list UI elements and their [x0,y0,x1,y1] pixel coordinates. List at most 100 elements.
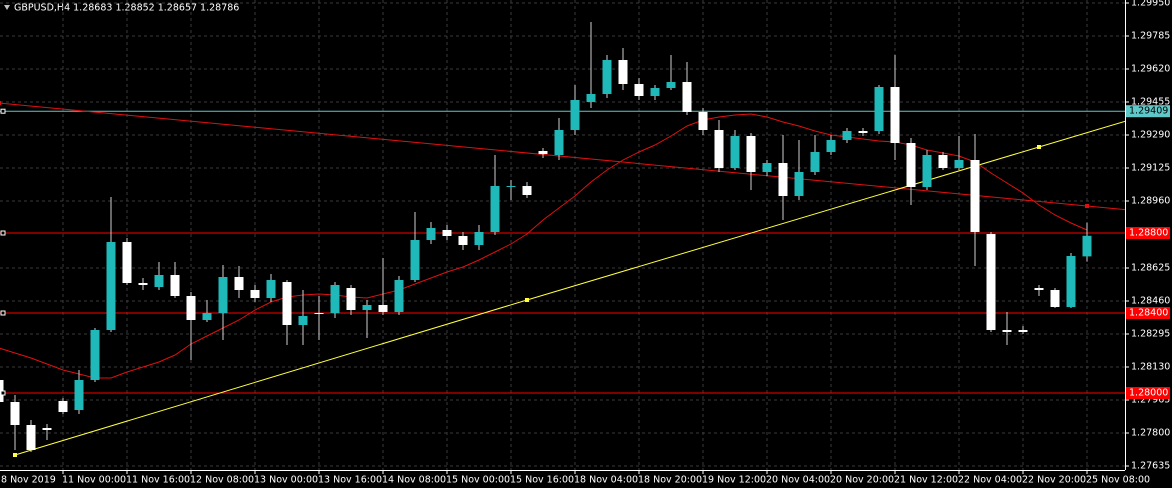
y-tick-label: 1.29455 [1131,97,1170,108]
x-tick-label: 15 Nov 16:00 [510,475,574,486]
y-tick-label: 1.28625 [1131,263,1170,274]
candle-body [394,280,404,312]
price-line-handle [0,390,6,396]
candle-body [186,296,196,320]
candle-body [810,152,820,172]
x-tick-label: 18 Nov 04:00 [574,475,638,486]
x-tick-label: 12 Nov 08:00 [190,475,254,486]
price-label: 1.28800 [1129,228,1168,239]
x-tick-label: 13 Nov 00:00 [254,475,318,486]
candle-body [634,84,644,96]
candle-body [570,100,580,130]
x-tick-label: 20 Nov 04:00 [766,475,830,486]
candle-body [410,240,420,280]
y-tick-label: 1.29290 [1131,130,1170,141]
y-tick-label: 1.28130 [1131,362,1170,373]
candle-body [378,305,388,312]
candle-body [266,280,276,298]
candle-body [170,275,180,296]
candle-body [154,275,164,287]
candle-body [714,130,724,168]
candle-body [698,112,708,130]
candle-body [1034,288,1044,290]
price-label-box [1126,307,1170,319]
candle-body [202,313,212,320]
candle-body [970,160,980,232]
x-tick-label: 14 Nov 08:00 [382,475,446,486]
candle-body [90,330,100,380]
trendline-anchor [0,101,1,105]
price-label-box [1126,105,1170,118]
candle-body [666,82,676,88]
price-line-handle [0,230,6,236]
candle-body [250,290,260,298]
x-tick-label: 21 Nov 12:00 [894,475,958,486]
candle-body [490,186,500,232]
y-tick-label: 1.29950 [1131,0,1170,9]
trendline-extension [1038,120,1125,148]
candle-body [346,288,356,310]
candle-body [474,232,484,245]
candle-body [1066,256,1076,307]
price-line-handle [0,108,6,114]
x-tick-label: 11 Nov 00:00 [62,475,126,486]
y-tick-label: 1.28295 [1131,329,1170,340]
candle-body [794,172,804,196]
candle-body [890,87,900,143]
candle-body [554,130,564,155]
candle-body [682,82,692,112]
candle-body [10,402,20,425]
candle-body [986,234,996,330]
candle-body [874,87,884,131]
candle-body [458,236,468,245]
y-tick-label: 1.29785 [1131,31,1170,42]
x-tick-label: 25 Nov 08:00 [1086,475,1150,486]
title-icon [4,5,10,10]
candle-body [826,140,836,152]
candle-body [1002,330,1012,332]
candle-body [842,131,852,140]
price-label: 1.28400 [1129,308,1168,319]
candle-body [282,282,292,325]
y-tick-label: 1.28960 [1131,196,1170,207]
candle-body [1082,235,1092,257]
candle-body [762,163,772,172]
x-tick-label: 22 Nov 04:00 [958,475,1022,486]
x-tick-label: 15 Nov 00:00 [446,475,510,486]
y-tick-label: 1.28460 [1131,296,1170,307]
x-tick-label: 13 Nov 16:00 [318,475,382,486]
candle-body [922,155,932,187]
candle-body [426,228,436,240]
candle-body [314,313,324,314]
candle-body [58,401,68,412]
plot-area [0,0,1125,470]
x-tick-label: 8 Nov 2019 [1,475,56,486]
x-tick-label: 22 Nov 20:00 [1022,475,1086,486]
candle-body [522,186,532,195]
candle-body [42,428,52,430]
candle-body [506,186,516,187]
price-label: 1.29409 [1129,106,1168,117]
candle-body [858,131,868,133]
candle-body [138,283,148,285]
trendline-anchor [1085,204,1089,208]
candle-body [906,143,916,187]
moving-average [0,113,1088,379]
trendline-anchor [525,298,529,302]
y-tick-label: 1.27800 [1131,428,1170,439]
candle-body [26,425,36,450]
candle-body [1018,330,1028,332]
y-tick-label: 1.27965 [1131,395,1170,406]
y-tick-label: 1.29125 [1131,163,1170,174]
x-tick-label: 11 Nov 16:00 [126,475,190,486]
trendline-anchor [1037,145,1041,149]
candle-body [938,155,948,168]
candle-body [1050,290,1060,307]
candle-body [234,277,244,290]
candle-body [218,277,228,313]
candle-body [298,316,308,325]
candle-body [954,160,964,168]
candle-body [602,60,612,94]
